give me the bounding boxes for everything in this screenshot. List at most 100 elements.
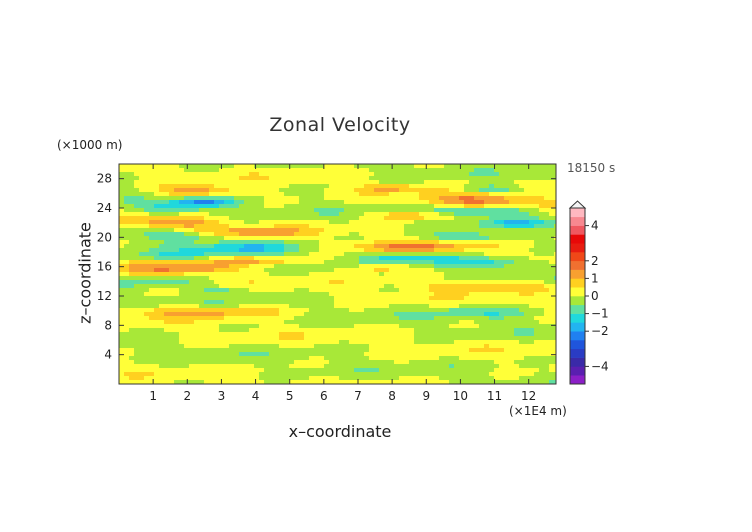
heatmap-cell xyxy=(459,168,465,173)
heatmap-cell xyxy=(319,292,325,297)
heatmap-cell xyxy=(394,364,400,369)
heatmap-cell xyxy=(374,180,380,185)
heatmap-cell xyxy=(269,248,275,253)
heatmap-cell xyxy=(284,208,290,213)
heatmap-cell xyxy=(219,208,225,213)
heatmap-cell xyxy=(134,224,140,229)
heatmap-cell xyxy=(339,360,345,365)
heatmap-cell xyxy=(324,292,330,297)
heatmap-cell xyxy=(184,164,190,169)
heatmap-cell xyxy=(164,380,170,385)
heatmap-cell xyxy=(444,304,450,309)
heatmap-cell xyxy=(139,268,145,273)
heatmap-cell xyxy=(289,344,295,349)
heatmap-cell xyxy=(279,256,285,261)
heatmap-cell xyxy=(349,184,355,189)
heatmap-cell xyxy=(184,216,190,221)
heatmap-cell xyxy=(269,252,275,257)
heatmap-cell xyxy=(389,252,395,257)
heatmap-cell xyxy=(399,224,405,229)
heatmap-cell xyxy=(344,216,350,221)
heatmap-cell xyxy=(424,188,430,193)
heatmap-cell xyxy=(194,320,200,325)
heatmap-cell xyxy=(399,220,405,225)
heatmap-cell xyxy=(489,324,495,329)
heatmap-cell xyxy=(459,196,465,201)
heatmap-cell xyxy=(319,364,325,369)
heatmap-cell xyxy=(459,316,465,321)
heatmap-cell xyxy=(299,188,305,193)
heatmap-cell xyxy=(299,284,305,289)
heatmap-cell xyxy=(489,308,495,313)
heatmap-cell xyxy=(159,304,165,309)
heatmap-cell xyxy=(514,328,520,333)
heatmap-cell xyxy=(194,352,200,357)
heatmap-cell xyxy=(464,192,470,197)
heatmap-cell xyxy=(174,240,180,245)
heatmap-cell xyxy=(534,264,540,269)
heatmap-cell xyxy=(254,272,260,277)
heatmap-cell xyxy=(289,356,295,361)
heatmap-cell xyxy=(394,304,400,309)
heatmap-cell xyxy=(219,288,225,293)
heatmap-cell xyxy=(549,200,555,205)
heatmap-cell xyxy=(119,184,125,189)
heatmap-cell xyxy=(444,172,450,177)
heatmap-cell xyxy=(284,272,290,277)
heatmap-cell xyxy=(339,380,345,385)
heatmap-cell xyxy=(459,216,465,221)
heatmap-cell xyxy=(169,376,175,381)
heatmap-cell xyxy=(264,372,270,377)
heatmap-cell xyxy=(159,288,165,293)
heatmap-cell xyxy=(204,244,210,249)
heatmap-cell xyxy=(479,380,485,385)
heatmap-cell xyxy=(359,168,365,173)
heatmap-cell xyxy=(194,296,200,301)
heatmap-cell xyxy=(299,224,305,229)
heatmap-cell xyxy=(454,324,460,329)
heatmap-cell xyxy=(519,200,525,205)
colorbar-tick-label: −1 xyxy=(591,307,609,321)
heatmap-cell xyxy=(439,236,445,241)
heatmap-cell xyxy=(474,352,480,357)
heatmap-cell xyxy=(289,244,295,249)
heatmap-cell xyxy=(459,220,465,225)
heatmap-cell xyxy=(319,316,325,321)
heatmap-cell xyxy=(179,364,185,369)
heatmap-cell xyxy=(314,256,320,261)
heatmap-cell xyxy=(294,312,300,317)
heatmap-cell xyxy=(444,364,450,369)
heatmap-cell xyxy=(294,364,300,369)
heatmap-cell xyxy=(554,168,557,173)
heatmap-cell xyxy=(129,228,135,233)
heatmap-cell xyxy=(454,228,460,233)
heatmap-cell xyxy=(179,248,185,253)
heatmap-cell xyxy=(164,276,170,281)
heatmap-cell xyxy=(339,208,345,213)
heatmap-cell xyxy=(134,180,140,185)
heatmap-cell xyxy=(544,216,550,221)
heatmap-cell xyxy=(484,340,490,345)
heatmap-cell xyxy=(164,220,170,225)
heatmap-cell xyxy=(509,272,515,277)
heatmap-cell xyxy=(334,368,340,373)
heatmap-cell xyxy=(494,372,500,377)
heatmap-cell xyxy=(464,216,470,221)
heatmap-cell xyxy=(504,376,510,381)
heatmap-cell xyxy=(504,328,510,333)
heatmap-cell xyxy=(529,252,535,257)
heatmap-cell xyxy=(154,196,160,201)
heatmap-cell xyxy=(194,380,200,385)
heatmap-cell xyxy=(204,248,210,253)
heatmap-cell xyxy=(304,304,310,309)
heatmap-cell xyxy=(319,372,325,377)
heatmap-cell xyxy=(404,292,410,297)
heatmap-cell xyxy=(359,196,365,201)
heatmap-cell xyxy=(299,300,305,305)
heatmap-cell xyxy=(244,304,250,309)
heatmap-cell xyxy=(424,344,430,349)
heatmap-cell xyxy=(149,344,155,349)
heatmap-cell xyxy=(184,280,190,285)
heatmap-cell xyxy=(529,300,535,305)
heatmap-cell xyxy=(349,352,355,357)
